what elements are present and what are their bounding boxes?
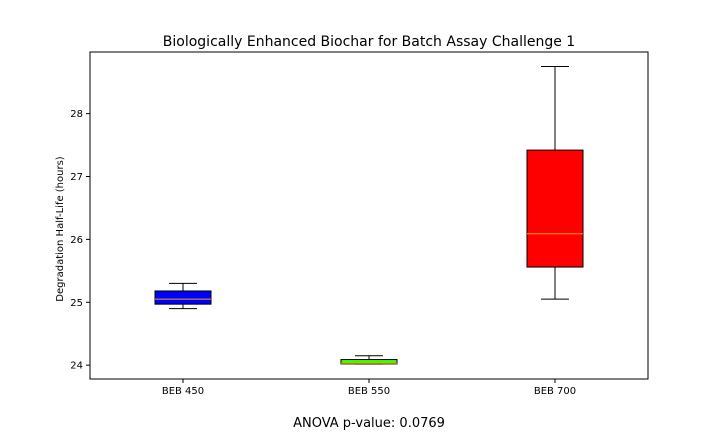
- x-tick-label: BEB 450: [162, 386, 204, 397]
- y-tick-label: 28: [70, 109, 83, 120]
- plot-area: 24 25 26 27 28 BEB 450 BEB 550 BEB 700: [70, 65, 584, 397]
- y-axis-label: Degradation Half-Life (hours): [55, 156, 66, 301]
- anova-p-value: ANOVA p-value: 0.0769: [293, 416, 445, 431]
- y-tick-label: 26: [70, 235, 83, 246]
- x-tick-label: BEB 550: [348, 386, 390, 397]
- plot-frame: [89, 51, 649, 380]
- box-beb-450: [154, 290, 212, 305]
- y-tick-label: 25: [70, 298, 83, 309]
- box-beb-550: [340, 359, 398, 365]
- y-tick-label: 24: [70, 361, 83, 372]
- y-tick-label: 27: [70, 172, 83, 183]
- box-beb-700: [526, 149, 584, 268]
- chart-title: Biologically Enhanced Biochar for Batch …: [163, 34, 575, 50]
- x-tick-label: BEB 700: [534, 386, 576, 397]
